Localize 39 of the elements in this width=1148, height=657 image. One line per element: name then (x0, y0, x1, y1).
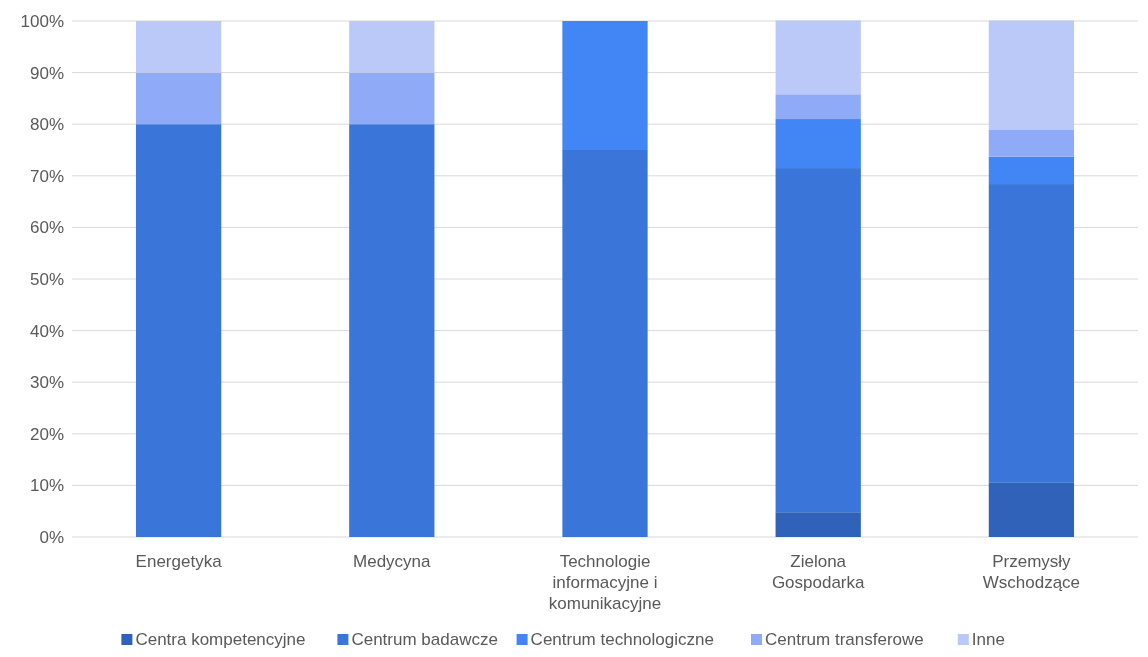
bar (349, 72, 435, 125)
bar (988, 156, 1075, 185)
bar (988, 20, 1075, 130)
bar (562, 150, 648, 537)
y-tick-label: 80% (29, 115, 64, 135)
bar (775, 94, 861, 120)
y-tick-label: 70% (29, 166, 64, 186)
bar (775, 20, 861, 95)
x-tick-label: Technologie informacyjne i komunikacyjne (548, 552, 662, 613)
legend-label: Centrum transferowe (765, 630, 924, 649)
y-tick-label: 90% (29, 63, 64, 83)
bar (775, 168, 861, 513)
bar (562, 21, 648, 150)
bar (349, 21, 435, 73)
y-tick-label: 40% (29, 321, 64, 341)
bar (135, 21, 222, 73)
y-tick-label: 0% (39, 527, 64, 547)
y-tick-label: 100% (20, 11, 64, 31)
legend-label: Centra kompetencyjne (135, 630, 306, 649)
x-tick-label: Zielona Gospodarka (771, 552, 866, 592)
bar (775, 119, 861, 169)
y-tick-label: 30% (29, 373, 64, 393)
y-tick-label: 10% (29, 476, 64, 496)
bar (988, 184, 1075, 483)
legend-label: Centrum technologiczne (530, 630, 714, 649)
x-tick-label: Przemysły Wschodzące (982, 552, 1081, 592)
y-tick-label: 60% (29, 218, 64, 238)
bar (135, 72, 222, 125)
bar (988, 482, 1075, 537)
x-tick-label: Medycyna (353, 552, 432, 571)
x-tick-label: Energetyka (135, 552, 223, 571)
y-tick-label: 50% (29, 269, 64, 289)
bar (349, 124, 435, 537)
legend-label: Inne (971, 630, 1005, 649)
y-tick-label: 20% (29, 424, 64, 444)
bar (775, 512, 861, 537)
bar (988, 129, 1075, 157)
bar (135, 124, 222, 537)
legend-label: Centrum badawcze (351, 630, 498, 649)
